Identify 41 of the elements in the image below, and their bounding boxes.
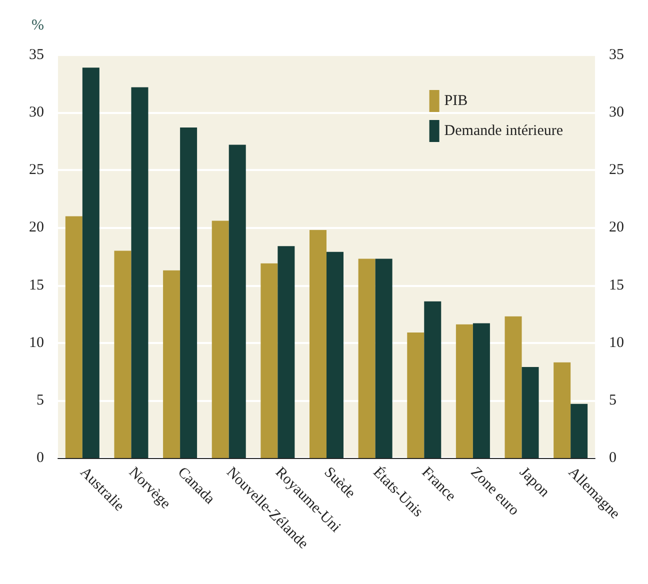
bar: [456, 324, 473, 458]
bar: [504, 316, 522, 458]
bar: [163, 270, 180, 458]
y-tick-label: 0: [36, 450, 44, 466]
y2-tick-label: 20: [609, 220, 624, 236]
y-tick-label: 10: [29, 334, 44, 351]
bar: [472, 323, 490, 458]
bar: [326, 252, 344, 458]
bar: [212, 220, 229, 458]
y2-tick-label: 5: [609, 392, 616, 408]
bar: [310, 230, 326, 458]
bar: [65, 216, 82, 458]
y2-tick-label: 15: [609, 277, 624, 294]
y2-tick-label: 10: [609, 334, 624, 351]
bar: [407, 332, 424, 458]
bar: [375, 258, 392, 458]
y2-tick-label: 30: [609, 104, 624, 121]
bar: [228, 144, 246, 458]
bar: [180, 128, 198, 458]
y2-tick-label: 25: [609, 162, 624, 178]
y-tick-label: 35: [29, 47, 44, 63]
y-tick-label: 25: [29, 162, 44, 178]
y-axis-title: %: [32, 18, 44, 34]
bar: [522, 367, 539, 458]
y-tick-label: 15: [29, 277, 44, 294]
legend-label: Demande intérieure: [444, 123, 564, 139]
bar: [114, 250, 132, 458]
bar: [260, 263, 278, 458]
y-tick-label: 5: [36, 392, 44, 408]
y-tick-label: 20: [29, 220, 44, 236]
bar: [278, 246, 295, 458]
y2-tick-label: 35: [609, 47, 624, 63]
y2-tick-label: 0: [609, 450, 616, 466]
bar: [570, 404, 588, 458]
bar: [358, 258, 376, 458]
bar: [82, 68, 100, 458]
y-tick-label: 30: [29, 104, 44, 121]
legend-label: PIB: [444, 93, 468, 109]
bar: [554, 362, 571, 458]
bar: [131, 87, 148, 458]
bar: [424, 301, 442, 458]
